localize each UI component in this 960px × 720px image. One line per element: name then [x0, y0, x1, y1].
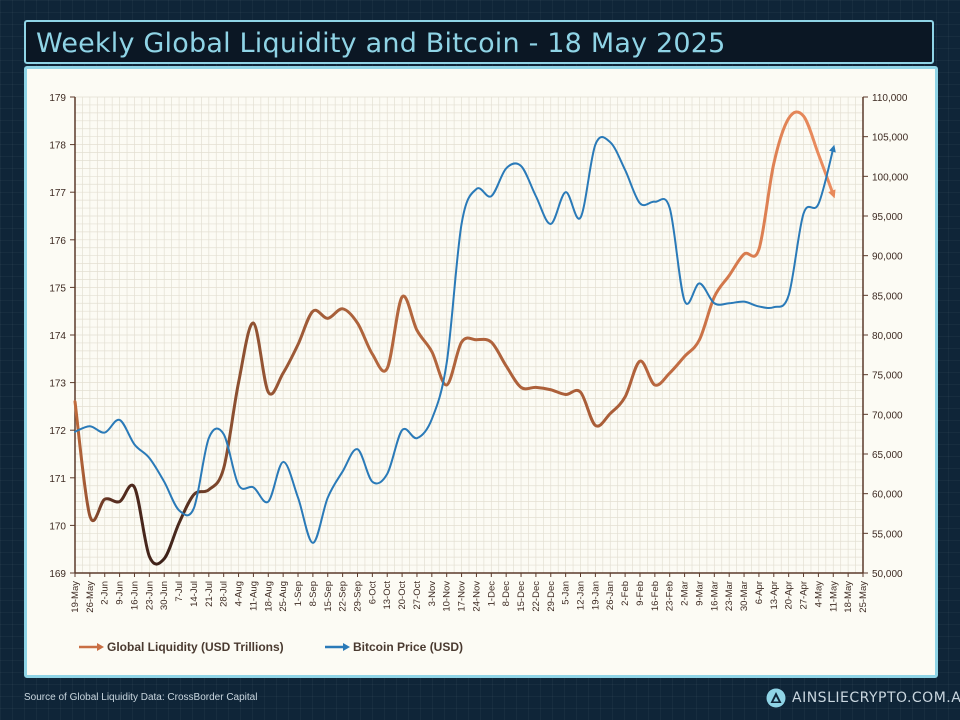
x-tick-label: 2-Feb — [620, 581, 631, 606]
x-tick-label: 21-Jul — [204, 581, 215, 607]
x-tick-label: 2-Jun — [100, 581, 111, 605]
x-tick-label: 14-Jul — [189, 581, 200, 607]
x-tick-label: 8-Sep — [308, 581, 319, 606]
x-tick-label: 1-Dec — [486, 581, 497, 607]
left-tick-label: 177 — [49, 188, 66, 199]
right-tick-label: 90,000 — [872, 252, 903, 263]
x-tick-label: 8-Dec — [501, 581, 512, 607]
legend-item-liquidity: Global Liquidity (USD Trillions) — [79, 640, 284, 654]
legend-liquidity-arrowhead — [97, 643, 104, 651]
left-tick-label: 174 — [49, 331, 66, 342]
x-tick-label: 13-Oct — [382, 581, 393, 610]
x-tick-label: 4-Aug — [234, 581, 245, 606]
x-tick-label: 5-Jan — [561, 581, 572, 605]
x-tick-label: 23-Feb — [665, 581, 676, 611]
right-tick-label: 70,000 — [872, 410, 903, 421]
x-tick-label: 22-Sep — [338, 581, 349, 612]
x-tick-label: 24-Nov — [471, 581, 482, 612]
title-bar: Weekly Global Liquidity and Bitcoin - 18… — [24, 20, 934, 64]
x-tick-label: 9-Mar — [694, 581, 705, 606]
left-tick-label: 179 — [49, 93, 66, 104]
x-tick-label: 18-May — [843, 581, 854, 613]
x-tick-label: 30-Mar — [739, 581, 750, 611]
x-tick-label: 25-Aug — [278, 581, 289, 612]
brand-logo[interactable]: AINSLIECRYPTO.COM.AU — [766, 686, 960, 710]
chart-card: 169 170 171 172 173 174 175 176 177 178 179 50,000 5… — [24, 66, 938, 678]
brand-name: AINSLIECRYPTO.COM.AU — [792, 690, 960, 706]
right-tick-label: 65,000 — [872, 450, 903, 461]
x-tick-label: 28-Jul — [219, 581, 230, 607]
left-tick-label: 175 — [49, 283, 66, 294]
x-tick-label: 22-Dec — [531, 581, 542, 612]
right-tick-label: 100,000 — [872, 172, 909, 183]
x-tick-label: 19-Jan — [590, 581, 601, 610]
x-tick-label: 27-Oct — [412, 581, 423, 610]
x-tick-label: 15-Dec — [516, 581, 527, 612]
x-tick-label: 11-May — [828, 581, 839, 612]
x-tick-label: 26-May — [85, 581, 96, 613]
x-tick-label: 7-Jul — [174, 581, 185, 602]
x-tick-label: 29-Sep — [352, 581, 363, 612]
x-tick-label: 6-Oct — [367, 581, 378, 605]
x-tick-label: 3-Nov — [427, 581, 438, 607]
x-tick-label: 30-Jun — [159, 581, 170, 610]
x-tick-label: 13-Apr — [769, 581, 780, 610]
left-tick-label: 171 — [49, 474, 66, 485]
legend-bitcoin-label: Bitcoin Price (USD) — [353, 640, 463, 654]
page-title: Weekly Global Liquidity and Bitcoin - 18… — [36, 28, 726, 59]
x-tick-label: 18-Aug — [263, 581, 274, 612]
right-tick-label: 80,000 — [872, 331, 903, 342]
x-tick-label: 4-May — [813, 581, 824, 608]
legend-item-bitcoin: Bitcoin Price (USD) — [325, 640, 463, 654]
x-tick-label: 25-May — [858, 581, 869, 613]
x-tick-label: 23-Mar — [724, 581, 735, 611]
series-line-bitcoin — [74, 136, 835, 544]
chart-svg: 169 170 171 172 173 174 175 176 177 178 179 50,000 5… — [49, 93, 909, 654]
brand-logo-icon — [766, 688, 786, 708]
x-tick-label: 23-Jun — [144, 581, 155, 610]
right-tick-label: 105,000 — [872, 133, 909, 144]
x-tick-label: 29-Dec — [546, 581, 557, 612]
left-tick-label: 178 — [49, 141, 66, 152]
x-tick-label: 16-Mar — [709, 581, 720, 611]
x-tick-label: 20-Oct — [397, 581, 408, 610]
x-tick-label: 2-Mar — [680, 581, 691, 606]
series-arrowhead-bitcoin — [829, 144, 836, 153]
left-tick-label: 169 — [49, 569, 66, 580]
left-tick-label: 173 — [49, 379, 66, 390]
x-tick-label: 20-Apr — [784, 581, 795, 610]
x-tick-label: 10-Nov — [442, 581, 453, 612]
x-tick-label: 15-Sep — [323, 581, 334, 612]
right-tick-label: 55,000 — [872, 529, 903, 540]
x-tick-label: 19-May — [70, 581, 81, 613]
right-tick-label: 75,000 — [872, 371, 903, 382]
left-tick-label: 170 — [49, 521, 66, 532]
x-tick-label: 16-Jun — [129, 581, 140, 610]
x-tick-label: 9-Jun — [115, 581, 126, 605]
x-tick-label: 12-Jan — [576, 581, 587, 610]
legend-liquidity-label: Global Liquidity (USD Trillions) — [107, 640, 284, 654]
x-tick-label: 6-Apr — [754, 581, 765, 604]
right-tick-label: 95,000 — [872, 212, 903, 223]
right-tick-label: 50,000 — [872, 569, 903, 580]
source-note: Source of Global Liquidity Data: CrossBo… — [24, 692, 258, 703]
series-arrowhead-liquidity — [828, 189, 836, 199]
x-tick-label: 9-Feb — [635, 581, 646, 606]
x-tick-label: 27-Apr — [799, 581, 810, 610]
x-tick-label: 11-Aug — [248, 581, 259, 611]
x-tick-label: 26-Jan — [605, 581, 616, 610]
x-tick-label: 16-Feb — [650, 581, 661, 611]
x-tick-label: 1-Sep — [293, 581, 304, 606]
right-tick-label: 60,000 — [872, 490, 903, 501]
right-tick-label: 85,000 — [872, 291, 903, 302]
right-tick-label: 110,000 — [872, 93, 908, 104]
left-tick-label: 176 — [49, 236, 66, 247]
left-tick-label: 172 — [49, 426, 66, 437]
legend-bitcoin-arrowhead — [343, 643, 350, 651]
x-tick-label: 17-Nov — [457, 581, 468, 612]
